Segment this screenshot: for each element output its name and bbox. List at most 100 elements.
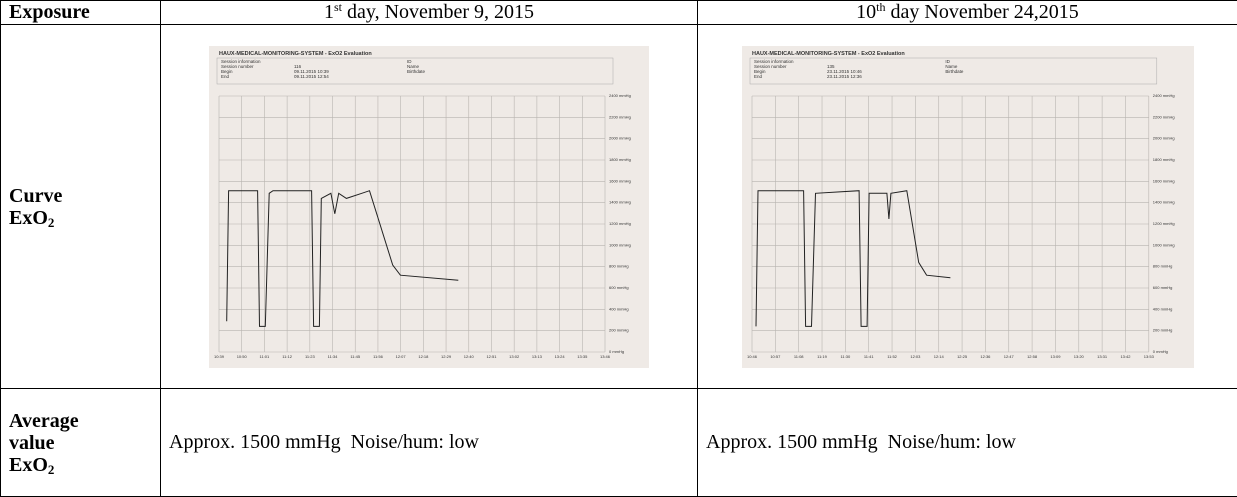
label-line: Average	[9, 410, 79, 432]
y-label: 2400 mmHg	[1152, 93, 1174, 98]
x-label: 12:07	[396, 354, 407, 359]
chart-photo: HAUX-MEDICAL-MONITORING-SYSTEM - ExO2 Ev…	[209, 46, 649, 368]
y-label: 400 mmHg	[609, 306, 629, 311]
x-label: 12:03	[910, 354, 921, 359]
photo-cell: HAUX-MEDICAL-MONITORING-SYSTEM - ExO2 Ev…	[698, 25, 1237, 389]
y-label: 2200 mmHg	[1152, 114, 1174, 119]
y-label: 2000 mmHg	[1152, 135, 1174, 140]
x-label: 13:42	[1120, 354, 1131, 359]
x-label: 12:29	[441, 354, 452, 359]
x-label: 12:36	[980, 354, 991, 359]
x-label: 12:14	[933, 354, 944, 359]
header-row: Exposure 1st day, November 9, 2015 10th …	[1, 1, 1237, 25]
x-label: 10:50	[237, 354, 248, 359]
y-label: 2400 mmHg	[609, 93, 631, 98]
session-label: End	[754, 74, 763, 79]
y-label: 2200 mmHg	[609, 114, 631, 119]
x-label: 12:47	[1003, 354, 1014, 359]
x-label: 13:53	[1143, 354, 1154, 359]
y-label: 1200 mmHg	[609, 221, 631, 226]
header-rest: day, November 9, 2015	[342, 1, 534, 23]
header-cell: 10th day November 24,2015	[698, 1, 1237, 25]
x-label: 13:02	[509, 354, 520, 359]
x-label: 12:25	[957, 354, 968, 359]
label-line: value	[9, 432, 55, 454]
x-label: 11:56	[373, 354, 383, 359]
y-label: 2000 mmHg	[609, 135, 631, 140]
header-num: 10	[856, 1, 876, 23]
label-main: ExO	[9, 207, 48, 229]
label-sub: 2	[48, 462, 55, 477]
label-main: ExO	[9, 454, 48, 476]
x-label: 12:58	[1027, 354, 1038, 359]
patient-label: Birthdate	[407, 69, 426, 74]
y-label: 800 mmHg	[1152, 263, 1172, 268]
x-label: 11:30	[840, 354, 850, 359]
paper	[209, 46, 649, 368]
session-value: 23.11.2015 12:36	[827, 74, 862, 79]
value-cell: Approx. 1500 mmHg Noise/hum: low	[698, 389, 1237, 497]
x-label: 11:12	[282, 354, 292, 359]
photo-title: HAUX-MEDICAL-MONITORING-SYSTEM - ExO2 Ev…	[752, 51, 905, 57]
y-label: 1800 mmHg	[609, 157, 631, 162]
y-label: 800 mmHg	[609, 263, 629, 268]
x-label: 11:01	[260, 354, 270, 359]
chart-photo: HAUX-MEDICAL-MONITORING-SYSTEM - ExO2 Ev…	[742, 46, 1194, 368]
label-line: Curve	[9, 185, 62, 207]
header-sup: st	[334, 0, 342, 14]
x-label: 13:13	[532, 354, 543, 359]
x-label: 11:23	[305, 354, 315, 359]
y-label: 1600 mmHg	[1152, 178, 1174, 183]
y-label: 0 mmHg	[609, 349, 624, 354]
x-label: 11:45	[350, 354, 360, 359]
x-label: 12:40	[464, 354, 475, 359]
x-label: 13:09	[1050, 354, 1061, 359]
value-cell: Approx. 1500 mmHg Noise/hum: low	[161, 389, 698, 497]
x-label: 11:52	[887, 354, 897, 359]
x-label: 11:08	[793, 354, 803, 359]
x-label: 11:34	[328, 354, 338, 359]
x-label: 11:19	[817, 354, 827, 359]
x-label: 10:39	[214, 354, 225, 359]
x-label: 13:20	[1073, 354, 1084, 359]
x-label: 11:41	[863, 354, 873, 359]
y-label: 200 mmHg	[1152, 327, 1172, 332]
y-label: 1000 mmHg	[609, 242, 631, 247]
photo-cell: HAUX-MEDICAL-MONITORING-SYSTEM - ExO2 Ev…	[161, 25, 698, 389]
y-label: 600 mmHg	[609, 285, 629, 290]
y-label: 1200 mmHg	[1152, 221, 1174, 226]
session-label: End	[221, 74, 230, 79]
y-label: 1400 mmHg	[1152, 199, 1174, 204]
label-sub: 2	[48, 215, 55, 230]
header-text: Exposure	[9, 1, 90, 23]
y-label: 200 mmHg	[609, 327, 629, 332]
y-label: 400 mmHg	[1152, 306, 1172, 311]
header-cell: 1st day, November 9, 2015	[161, 1, 698, 25]
x-label: 13:31	[1097, 354, 1108, 359]
patient-label: Birthdate	[945, 69, 964, 74]
y-label: 1000 mmHg	[1152, 242, 1174, 247]
y-label: 0 mmHg	[1152, 349, 1167, 354]
x-label: 13:35	[577, 354, 588, 359]
x-label: 10:57	[770, 354, 781, 359]
session-value: 09.11.2015 12:54	[294, 74, 329, 79]
paper	[742, 46, 1194, 368]
header-cell: Exposure	[1, 1, 161, 25]
header-rest: day November 24,2015	[886, 1, 1079, 23]
y-label: 1400 mmHg	[609, 199, 631, 204]
x-label: 12:51	[486, 354, 497, 359]
x-label: 13:46	[600, 354, 611, 359]
x-label: 12:18	[418, 354, 429, 359]
y-label: 1600 mmHg	[609, 178, 631, 183]
photo-title: HAUX-MEDICAL-MONITORING-SYSTEM - ExO2 Ev…	[219, 51, 372, 57]
y-label: 1800 mmHg	[1152, 157, 1174, 162]
y-label: 600 mmHg	[1152, 285, 1172, 290]
x-label: 13:24	[555, 354, 566, 359]
header-sup: th	[876, 0, 885, 14]
